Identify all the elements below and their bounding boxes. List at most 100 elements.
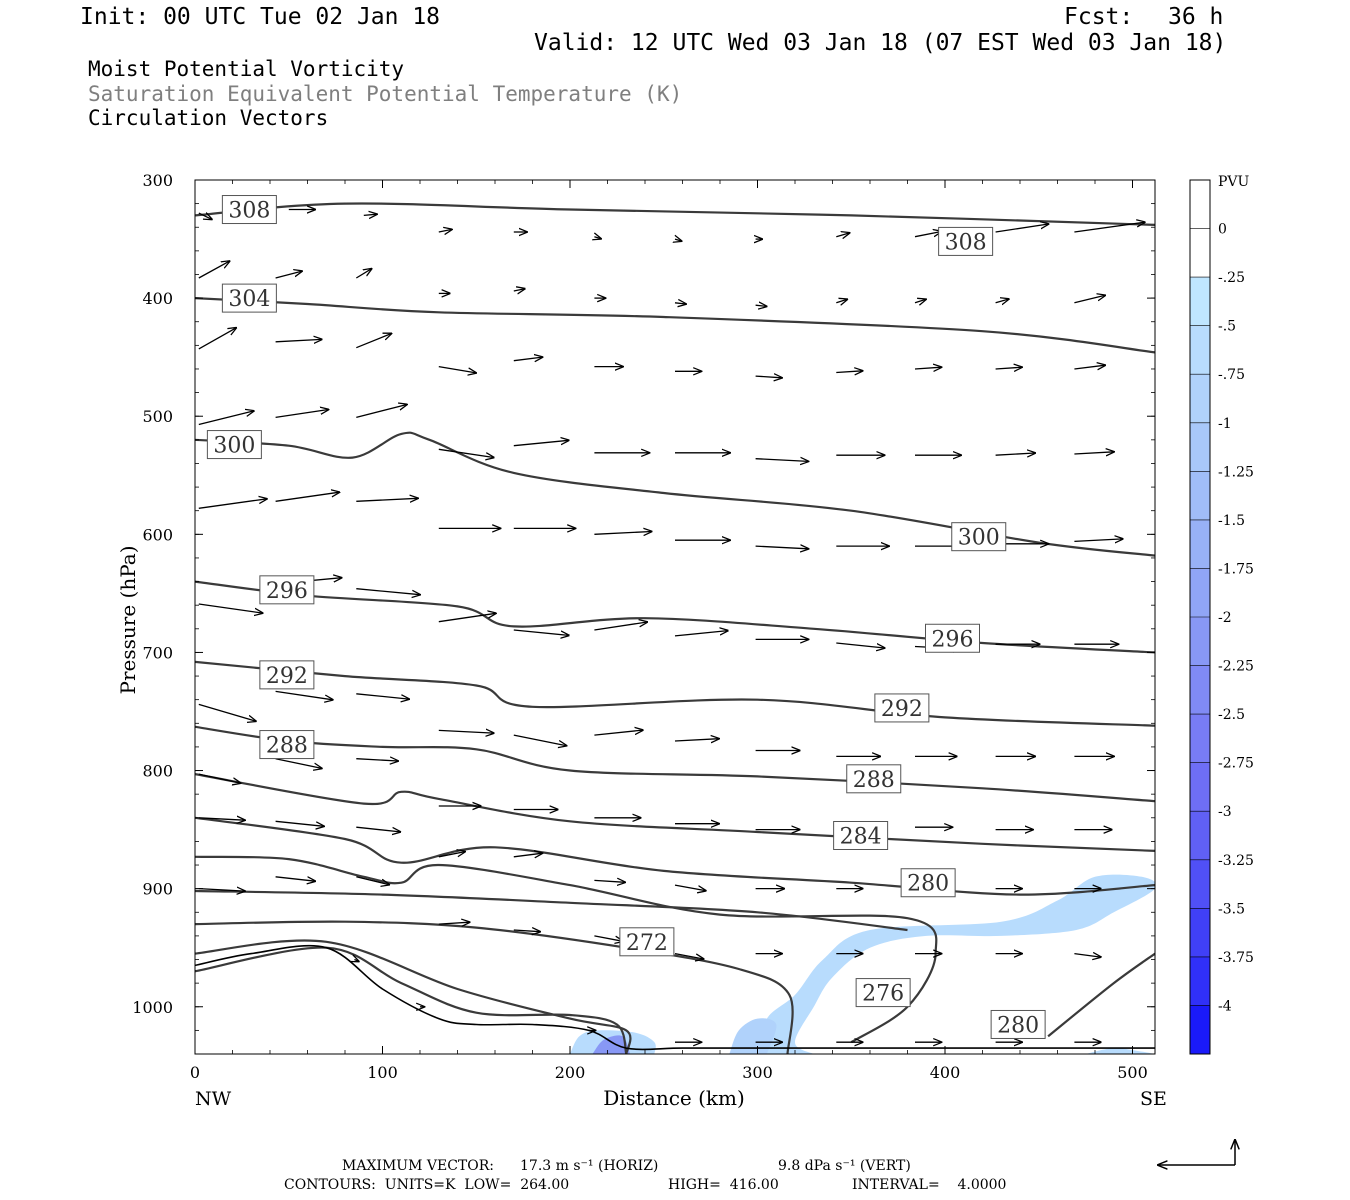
colorbar-swatch (1190, 519, 1210, 569)
circulation-vector (275, 758, 322, 769)
x-right-end-label: SE (1140, 1088, 1167, 1110)
circulation-vector (674, 884, 706, 891)
circulation-vector (995, 224, 1049, 233)
theta-e-contour-unlabeled-13 (1047, 952, 1155, 1038)
field-title-theta-e: Saturation Equivalent Potential Temperat… (88, 82, 683, 106)
theta-e-contour-unlabeled-10 (195, 939, 632, 1054)
circulation-vector (836, 371, 862, 373)
max-vector-horiz: 17.3 m s⁻¹ (HORIZ) (520, 1158, 659, 1174)
colorbar-swatch (1190, 859, 1210, 909)
colorbar-swatch (1190, 277, 1210, 327)
circulation-vector (356, 405, 407, 419)
x-tick-label: 400 (930, 1063, 961, 1082)
theta-e-contour-292 (195, 660, 1155, 727)
circulation-vector (275, 690, 333, 699)
colorbar-unit: PVU (1218, 174, 1250, 190)
pv-region-0 (757, 874, 1155, 1054)
init-time: Init: 00 UTC Tue 02 Jan 18 (80, 4, 441, 30)
valid-time: Valid: 12 UTC Wed 03 Jan 18 (07 EST Wed … (534, 30, 1227, 56)
colorbar-swatch (1190, 1005, 1210, 1055)
pv-region-2 (1085, 1048, 1155, 1054)
contours-interval: INTERVAL= 4.0000 (852, 1177, 1007, 1193)
circulation-vector (594, 730, 642, 736)
forecast-hour: 36 h (1168, 4, 1224, 30)
colorbar-swatch (1190, 762, 1210, 812)
circulation-vector (1074, 222, 1144, 233)
pv-region-4 (592, 1035, 630, 1054)
circulation-vector (674, 952, 704, 959)
circulation-vector (198, 411, 254, 426)
circulation-vector (675, 239, 682, 241)
circulation-vector (594, 622, 647, 631)
colorbar-label: -1.75 (1218, 561, 1254, 577)
circulation-vector (198, 499, 267, 509)
theta-e-contour-296 (195, 580, 1155, 654)
circulation-vector (275, 271, 302, 279)
circulation-vector (363, 214, 377, 215)
contour-label-box (619, 927, 675, 957)
contour-label: 280 (907, 872, 949, 897)
circulation-vector (914, 299, 926, 303)
y-tick-label: 700 (142, 643, 173, 662)
contour-label-box (221, 195, 277, 225)
colorbar-swatch (1190, 568, 1210, 618)
circulation-vector (674, 631, 728, 637)
circulation-vector (995, 453, 1036, 455)
circulation-vector (275, 492, 340, 502)
circulation-vector (755, 376, 782, 378)
contour-label-box (846, 764, 902, 794)
contour-label-box (833, 821, 889, 850)
contour-label: 292 (881, 697, 923, 722)
circulation-vector (513, 289, 525, 291)
circulation-vector (674, 739, 719, 741)
colorbar-swatch (1190, 471, 1210, 521)
circulation-vector (438, 852, 465, 858)
circulation-vector (198, 213, 212, 219)
colorbar-swatch (1190, 180, 1210, 230)
circulation-vector (1074, 452, 1114, 454)
colorbar-swatch (1190, 228, 1210, 278)
y-tick-label: 500 (142, 407, 173, 426)
theta-e-contour-304 (195, 297, 1155, 354)
circulation-vector (198, 328, 236, 350)
contour-label-box (990, 1009, 1046, 1039)
x-tick-label: 200 (555, 1063, 586, 1082)
circulation-vector (355, 269, 371, 279)
max-vector-label: MAXIMUM VECTOR: (342, 1158, 494, 1174)
circulation-vector (438, 229, 452, 232)
circulation-vector (198, 603, 263, 613)
circulation-vector (594, 532, 651, 535)
circulation-vector (356, 693, 409, 699)
colorbar-label: -1.5 (1218, 513, 1245, 529)
circulation-vector (438, 613, 496, 623)
circulation-vector (513, 734, 567, 746)
circulation-vector (356, 498, 418, 501)
circulation-vector (755, 305, 767, 306)
circulation-vector (594, 237, 601, 239)
theta-e-contour-unlabeled-12 (195, 889, 908, 932)
contour-label: 276 (862, 982, 904, 1007)
contour-label: 288 (853, 768, 895, 793)
contour-label-box (874, 693, 930, 723)
circulation-vector (995, 299, 1009, 303)
contour-label: 308 (945, 230, 987, 255)
x-tick-label: 100 (367, 1063, 398, 1082)
colorbar-label: -3 (1218, 804, 1232, 820)
plot-frame (194, 179, 1156, 1055)
y-tick-label: 800 (142, 762, 173, 781)
max-vector-vert: 9.8 dPa s⁻¹ (VERT) (778, 1158, 911, 1174)
colorbar-label: -1 (1218, 416, 1232, 432)
circulation-vector (513, 629, 569, 635)
colorbar-swatch (1190, 422, 1210, 472)
theta-e-contour-272 (195, 920, 794, 1054)
y-tick-label: 400 (142, 289, 173, 308)
colorbar-label: -3.75 (1218, 950, 1254, 966)
contour-label: 304 (228, 287, 270, 312)
contour-label: 280 (997, 1013, 1039, 1038)
reference-vector-icon (1158, 1140, 1235, 1165)
y-axis-title: Pressure (hPa) (116, 546, 140, 695)
circulation-vector (674, 303, 686, 304)
colorbar-label: -.25 (1218, 270, 1245, 286)
x-axis-title: Distance (km) (603, 1086, 745, 1110)
theta-e-contour-284 (195, 773, 1155, 852)
